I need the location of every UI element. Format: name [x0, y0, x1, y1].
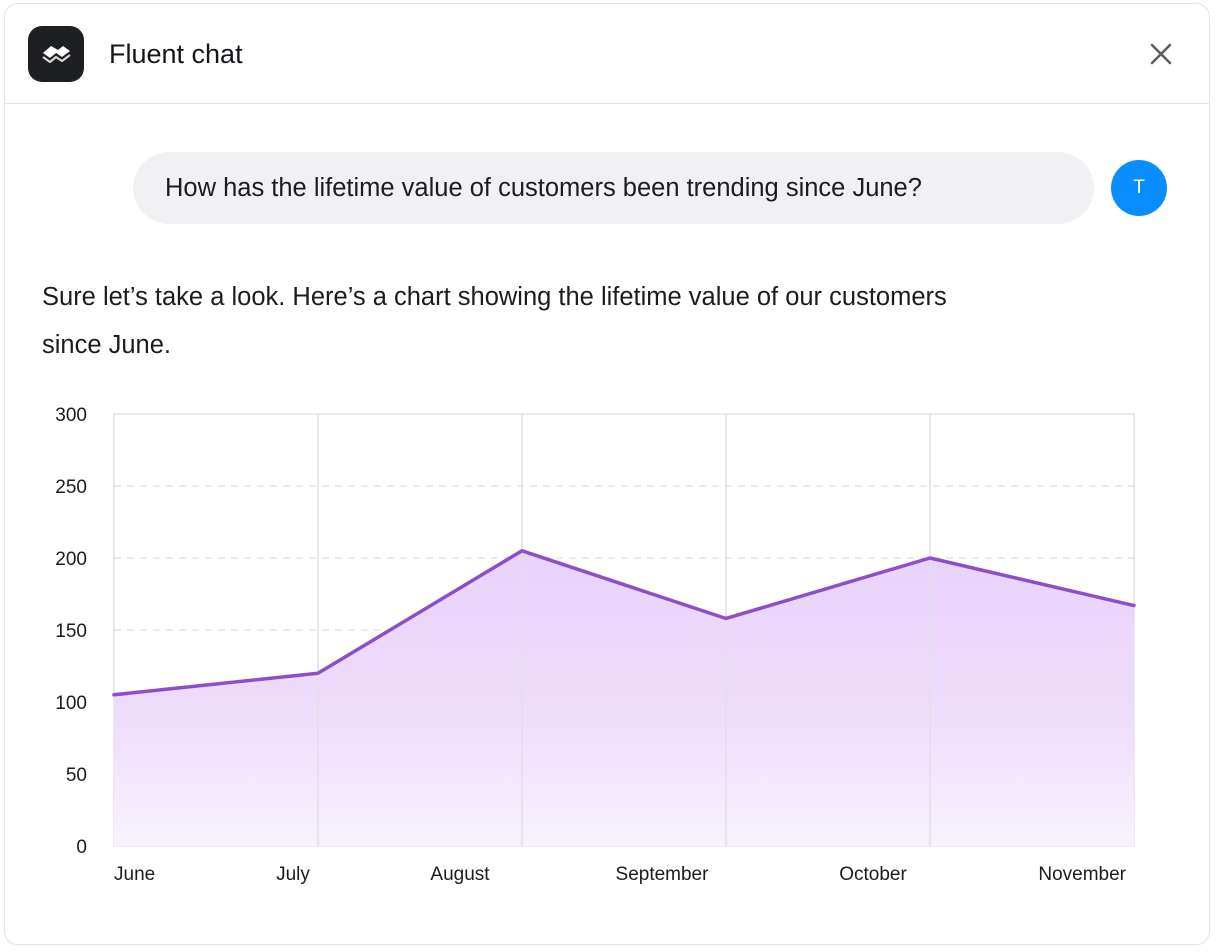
close-icon: [1150, 43, 1172, 65]
x-tick-label: November: [1038, 864, 1126, 885]
series-line: [112, 549, 1136, 697]
y-tick-label: 150: [55, 621, 87, 642]
stacked-layers-icon: [42, 46, 71, 64]
assistant-message: Sure let’s take a look. Here’s a chart s…: [42, 283, 947, 359]
x-tick-label: September: [616, 864, 710, 885]
y-tick-label: 50: [66, 765, 87, 786]
user-message-bubble: How has the lifetime value of customers …: [133, 152, 1094, 224]
y-tick-label: 200: [55, 549, 87, 570]
chat-header: Fluent chat: [5, 4, 1209, 104]
x-tick-label: October: [839, 864, 907, 885]
x-tick-label: June: [114, 864, 155, 885]
app-title: Fluent chat: [109, 39, 243, 69]
user-avatar[interactable]: T: [1111, 160, 1167, 216]
y-tick-label: 100: [55, 693, 87, 714]
y-tick-label: 250: [55, 477, 87, 498]
close-button[interactable]: [1147, 40, 1175, 68]
y-tick-label: 300: [55, 405, 87, 426]
x-tick-label: July: [276, 864, 310, 885]
app-logo: [28, 26, 84, 82]
area-fill: [114, 550, 1134, 846]
y-tick-label: 0: [76, 837, 87, 858]
x-tick-label: August: [430, 864, 490, 885]
